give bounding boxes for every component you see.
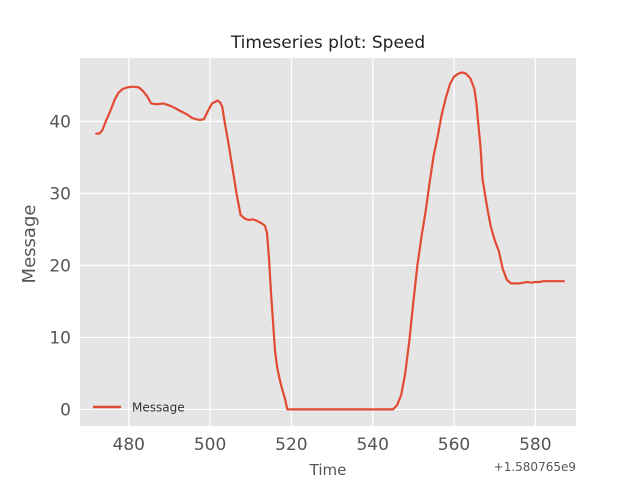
y-axis-label: Message — [19, 205, 40, 284]
y-tick-labels: 0 10 20 30 40 — [49, 112, 71, 420]
grid-lines — [80, 58, 576, 426]
x-tick-label: 520 — [275, 435, 307, 455]
legend: Message — [93, 401, 185, 415]
y-tick-label: 40 — [49, 112, 71, 132]
x-tick-label: 480 — [113, 435, 145, 455]
plot-background — [80, 58, 576, 426]
x-tick-label: 580 — [519, 435, 551, 455]
x-axis-label: Time — [309, 461, 347, 479]
y-tick-label: 0 — [60, 400, 71, 420]
chart-title: Timeseries plot: Speed — [230, 33, 425, 53]
x-offset-text: +1.580765e9 — [494, 460, 576, 474]
x-tick-label: 500 — [194, 435, 226, 455]
y-tick-label: 30 — [49, 184, 71, 204]
y-tick-label: 20 — [49, 256, 71, 276]
x-tick-label: 540 — [356, 435, 388, 455]
series-line-message — [95, 71, 565, 411]
y-tick-label: 10 — [49, 328, 71, 348]
legend-label: Message — [132, 401, 185, 415]
series-layer — [95, 71, 565, 411]
x-tick-labels: 480 500 520 540 560 580 — [113, 435, 552, 455]
x-tick-label: 560 — [438, 435, 470, 455]
